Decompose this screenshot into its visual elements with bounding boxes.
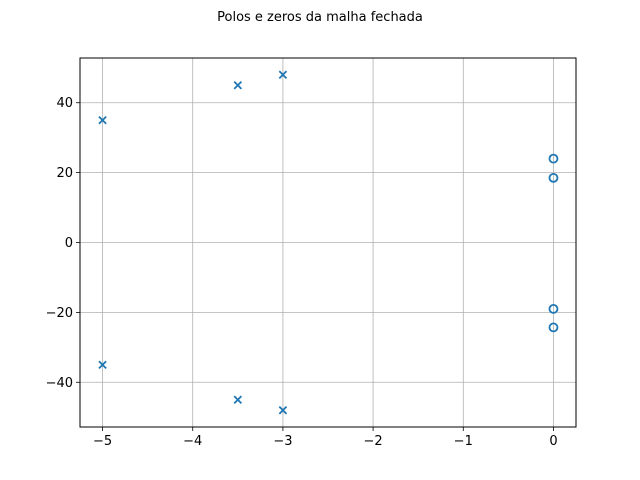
- zero-marker: [548, 322, 559, 333]
- y-tick-label: −20: [46, 306, 73, 321]
- pole-marker: [233, 395, 243, 404]
- plot-area-frame: [79, 57, 577, 428]
- chart-title: Polos e zeros da malha fechada: [217, 10, 423, 25]
- axis-ticks: −5 −4 −3 −2 −1 0 −40 −20 0 20 40: [46, 96, 558, 449]
- zero-marker: [548, 172, 559, 183]
- pole-marker: [278, 70, 288, 80]
- x-tick-label: 0: [549, 434, 557, 449]
- y-tick-label: 0: [65, 236, 73, 251]
- grid-lines: [80, 58, 576, 427]
- data-marks: [98, 70, 559, 415]
- pole-marker: [278, 405, 288, 415]
- y-tick-label: 40: [56, 96, 73, 111]
- zero-marker: [548, 153, 559, 164]
- pole-marker: [233, 81, 243, 90]
- y-tick-label: 20: [56, 166, 73, 181]
- zero-marker: [548, 303, 559, 314]
- x-tick-label: −2: [364, 434, 383, 449]
- x-tick-label: −4: [183, 434, 202, 449]
- x-tick-label: −1: [454, 434, 473, 449]
- pole-marker: [98, 360, 107, 370]
- y-tick-label: −40: [46, 376, 73, 391]
- pole-marker: [98, 115, 107, 125]
- x-tick-label: −3: [273, 434, 292, 449]
- x-tick-label: −5: [93, 434, 112, 449]
